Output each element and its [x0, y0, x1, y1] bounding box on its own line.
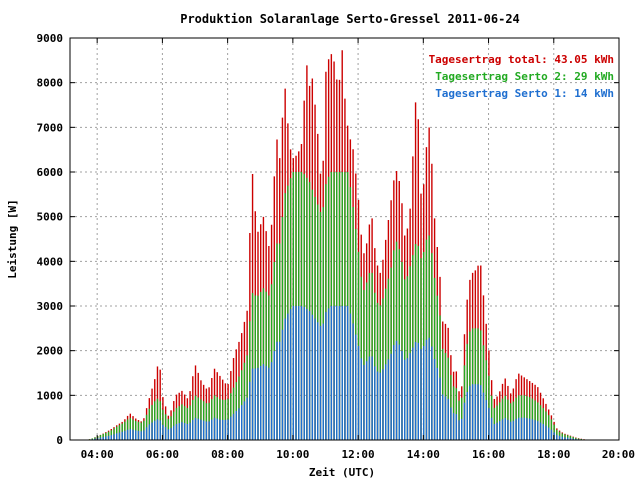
- x-tick-label-1: 06:00: [146, 448, 179, 461]
- plot-frame: [69, 37, 620, 441]
- series-2: [86, 306, 591, 440]
- x-tick-label-7: 18:00: [537, 448, 570, 461]
- chart-title: Produktion Solaranlage Serto-Gressel 201…: [180, 12, 520, 26]
- legend-entry-1: Tagesertrag Serto 2: 29 kWh: [435, 70, 614, 83]
- grid-layer: [70, 38, 619, 440]
- y-tick-label-1: 1000: [37, 389, 64, 402]
- x-axis-label: Zeit (UTC): [309, 466, 375, 479]
- legend: Tagesertrag total: 43.05 kWh Tagesertrag …: [429, 53, 614, 100]
- x-tick-label-5: 14:00: [407, 448, 440, 461]
- x-tick-label-0: 04:00: [81, 448, 114, 461]
- y-tick-label-2: 2000: [37, 345, 64, 358]
- x-tick-label-8: 20:00: [602, 448, 635, 461]
- y-tick-label-7: 7000: [37, 121, 64, 134]
- axes-layer: [69, 37, 620, 441]
- legend-entry-0: Tagesertrag total: 43.05 kWh: [429, 53, 614, 66]
- y-tick-label-5: 5000: [37, 211, 64, 224]
- x-tick-label-3: 10:00: [276, 448, 309, 461]
- y-tick-label-8: 8000: [37, 77, 64, 90]
- y-tick-label-4: 4000: [37, 255, 64, 268]
- y-axis-label: Leistung [W]: [6, 199, 19, 278]
- bars-layer: [86, 50, 591, 440]
- ticks-layer: 0 1000 2000 3000 4000 5000 6000 7000 8000 9000 04:…: [37, 32, 636, 461]
- y-tick-label-9: 9000: [37, 32, 64, 45]
- x-tick-label-6: 16:00: [472, 448, 505, 461]
- y-tick-label-3: 3000: [37, 300, 64, 313]
- y-tick-label-0: 0: [56, 434, 63, 447]
- y-tick-label-6: 6000: [37, 166, 64, 179]
- legend-entry-2: Tagesertrag Serto 1: 14 kWh: [435, 87, 614, 100]
- x-tick-label-2: 08:00: [211, 448, 244, 461]
- x-tick-label-4: 12:00: [342, 448, 375, 461]
